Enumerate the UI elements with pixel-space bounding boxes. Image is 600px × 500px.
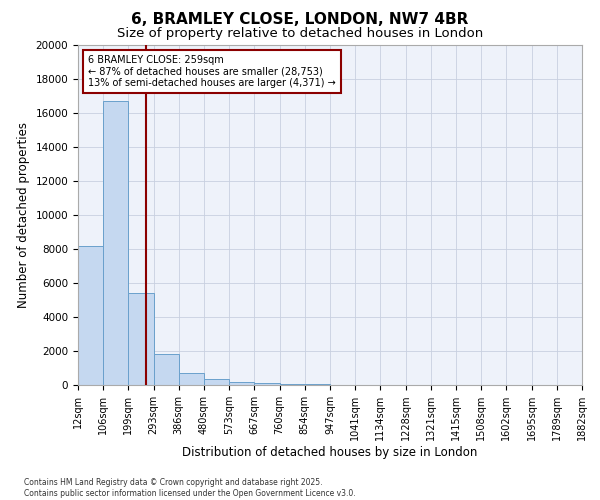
Text: Contains HM Land Registry data © Crown copyright and database right 2025.
Contai: Contains HM Land Registry data © Crown c…	[24, 478, 356, 498]
Bar	[128, 293, 154, 385]
Bar	[78, 246, 103, 385]
Bar	[254, 384, 280, 385]
Bar	[280, 384, 305, 385]
Bar	[229, 382, 254, 385]
Bar	[179, 373, 204, 385]
Text: 6, BRAMLEY CLOSE, LONDON, NW7 4BR: 6, BRAMLEY CLOSE, LONDON, NW7 4BR	[131, 12, 469, 28]
Bar	[305, 384, 330, 385]
Y-axis label: Number of detached properties: Number of detached properties	[17, 122, 30, 308]
Bar	[204, 379, 229, 385]
Text: 6 BRAMLEY CLOSE: 259sqm
← 87% of detached houses are smaller (28,753)
13% of sem: 6 BRAMLEY CLOSE: 259sqm ← 87% of detache…	[88, 55, 336, 88]
Bar	[154, 354, 179, 385]
X-axis label: Distribution of detached houses by size in London: Distribution of detached houses by size …	[182, 446, 478, 459]
Bar	[103, 101, 128, 385]
Text: Size of property relative to detached houses in London: Size of property relative to detached ho…	[117, 28, 483, 40]
